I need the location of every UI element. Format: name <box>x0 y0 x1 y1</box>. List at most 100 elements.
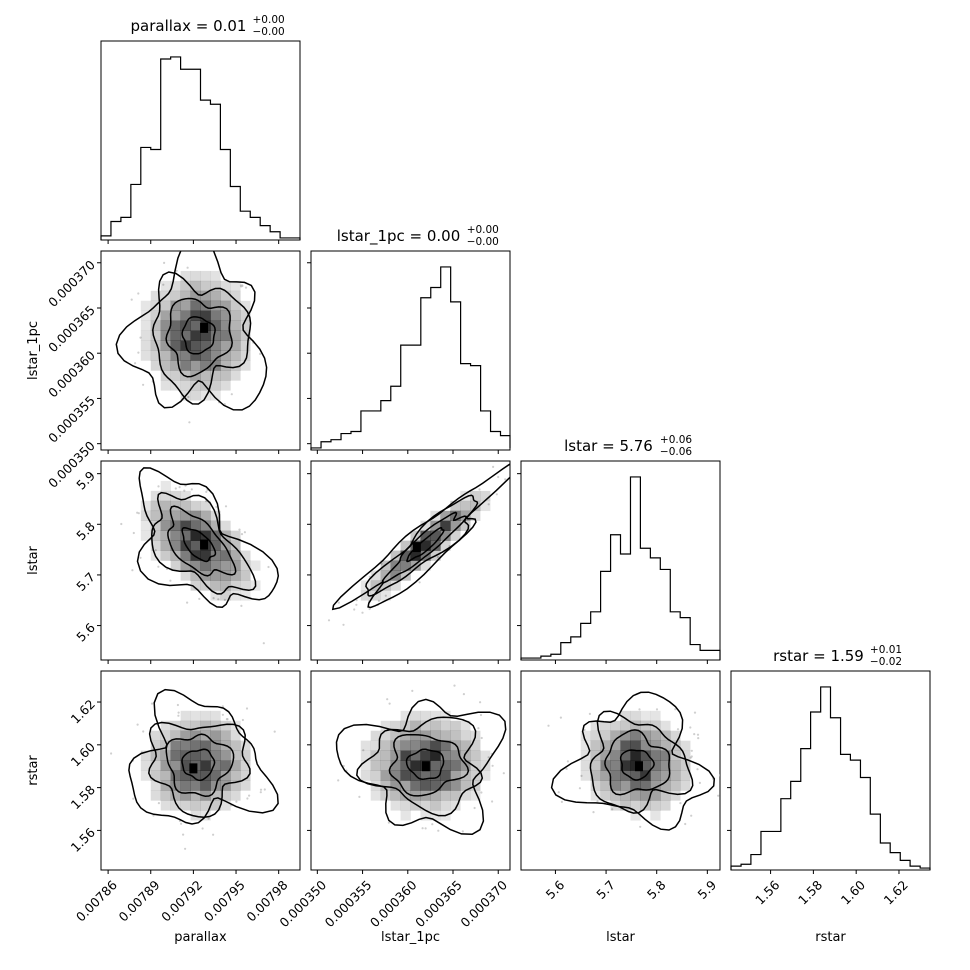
density-cell <box>440 710 451 722</box>
density-cell <box>180 560 191 571</box>
hist-steps-rstar <box>730 686 931 870</box>
density-cell <box>600 750 611 761</box>
density-cell <box>210 740 221 751</box>
density-cell <box>640 740 651 751</box>
density-cell <box>460 760 471 771</box>
density-cell <box>160 340 171 351</box>
hist-bin <box>640 548 650 660</box>
sample-point <box>547 724 550 727</box>
sample-point <box>480 736 483 740</box>
sample-point <box>358 795 361 799</box>
sample-point <box>240 533 244 536</box>
density-cell <box>190 780 201 791</box>
density-cell <box>160 720 171 731</box>
density-cell <box>590 730 601 741</box>
y-tick-label-lstar: 5.6 <box>73 620 98 645</box>
density-cell <box>610 790 621 801</box>
density-cell <box>220 350 231 361</box>
density-cell <box>370 790 381 801</box>
density-cell <box>430 750 441 761</box>
density-cell <box>430 780 441 791</box>
density-cell <box>240 330 251 341</box>
sample-point <box>698 781 702 785</box>
contour-level-1 <box>181 316 216 355</box>
sample-point <box>424 827 427 830</box>
sample-point <box>380 562 383 565</box>
density-cell <box>440 800 451 811</box>
density-cell <box>240 740 251 751</box>
hist-bin <box>751 855 761 870</box>
density-cell <box>220 280 231 292</box>
sample-point <box>154 549 157 552</box>
density-cell <box>430 520 441 531</box>
density-cell <box>450 530 461 541</box>
density-cell <box>150 520 161 531</box>
density-cell <box>190 580 201 591</box>
hist-bin <box>541 656 551 660</box>
sample-point <box>217 598 220 601</box>
density-cell <box>390 730 401 741</box>
density-cell <box>200 530 211 541</box>
density-cell <box>580 760 591 771</box>
density-cell <box>220 330 231 341</box>
density-cell <box>620 730 631 741</box>
hist-bin <box>260 226 270 240</box>
density-cell <box>450 500 461 512</box>
density-cell <box>410 750 421 761</box>
density-cell <box>620 790 631 801</box>
density-cell <box>170 750 181 761</box>
density-cell <box>230 780 241 791</box>
sample-point <box>177 714 180 717</box>
sample-point <box>461 830 464 833</box>
hist-bin <box>131 184 141 240</box>
density-cell <box>390 740 401 751</box>
density-cell <box>640 800 651 811</box>
contour-level-2 <box>165 733 235 797</box>
density-cell <box>200 750 211 761</box>
joint-panel-parallax-lstar_1pc <box>100 250 301 451</box>
density-cell <box>170 360 181 371</box>
y-tick-label-lstar_1pc: 0.000370 <box>45 257 98 310</box>
density-cell <box>430 730 441 741</box>
panel-title-parallax: parallax = 0.01 <box>131 17 247 35</box>
sample-point <box>262 642 265 645</box>
title-plus-error: +0.06 <box>660 434 692 446</box>
hist-bin <box>171 57 181 240</box>
sample-point <box>235 800 238 803</box>
density-cell <box>450 520 461 531</box>
density-cell <box>650 740 661 751</box>
density-cell <box>150 540 161 551</box>
sample-point <box>596 800 599 803</box>
sample-point <box>175 269 178 272</box>
sample-point <box>565 767 568 771</box>
hist-steps-lstar_1pc <box>310 266 511 450</box>
density-cell <box>210 330 221 341</box>
histogram-parallax <box>100 40 301 241</box>
density-cell <box>160 480 171 492</box>
density-cell <box>590 790 601 801</box>
hist-bin <box>481 411 491 450</box>
sample-point <box>676 728 680 731</box>
density-cell <box>360 770 371 781</box>
sample-point <box>560 800 564 804</box>
density-cell <box>420 810 431 821</box>
y-tick-label-rstar: 1.60 <box>68 739 98 769</box>
density-cell <box>430 790 441 801</box>
density-cell <box>170 560 181 571</box>
sample-point <box>223 598 226 602</box>
density-cell <box>230 750 241 761</box>
density-cell <box>590 770 601 781</box>
density-cell <box>230 290 241 302</box>
density-cell <box>660 750 671 761</box>
density-cell <box>640 750 651 761</box>
density-cell <box>410 740 421 751</box>
sample-point <box>180 822 183 825</box>
density-cell <box>670 730 681 741</box>
density-cell <box>220 310 231 321</box>
sample-point <box>157 485 160 488</box>
density-cell <box>220 300 231 311</box>
density-cell <box>390 750 401 761</box>
histogram-lstar_1pc <box>310 250 511 451</box>
density-cell <box>420 750 431 761</box>
density-cell <box>200 520 211 531</box>
